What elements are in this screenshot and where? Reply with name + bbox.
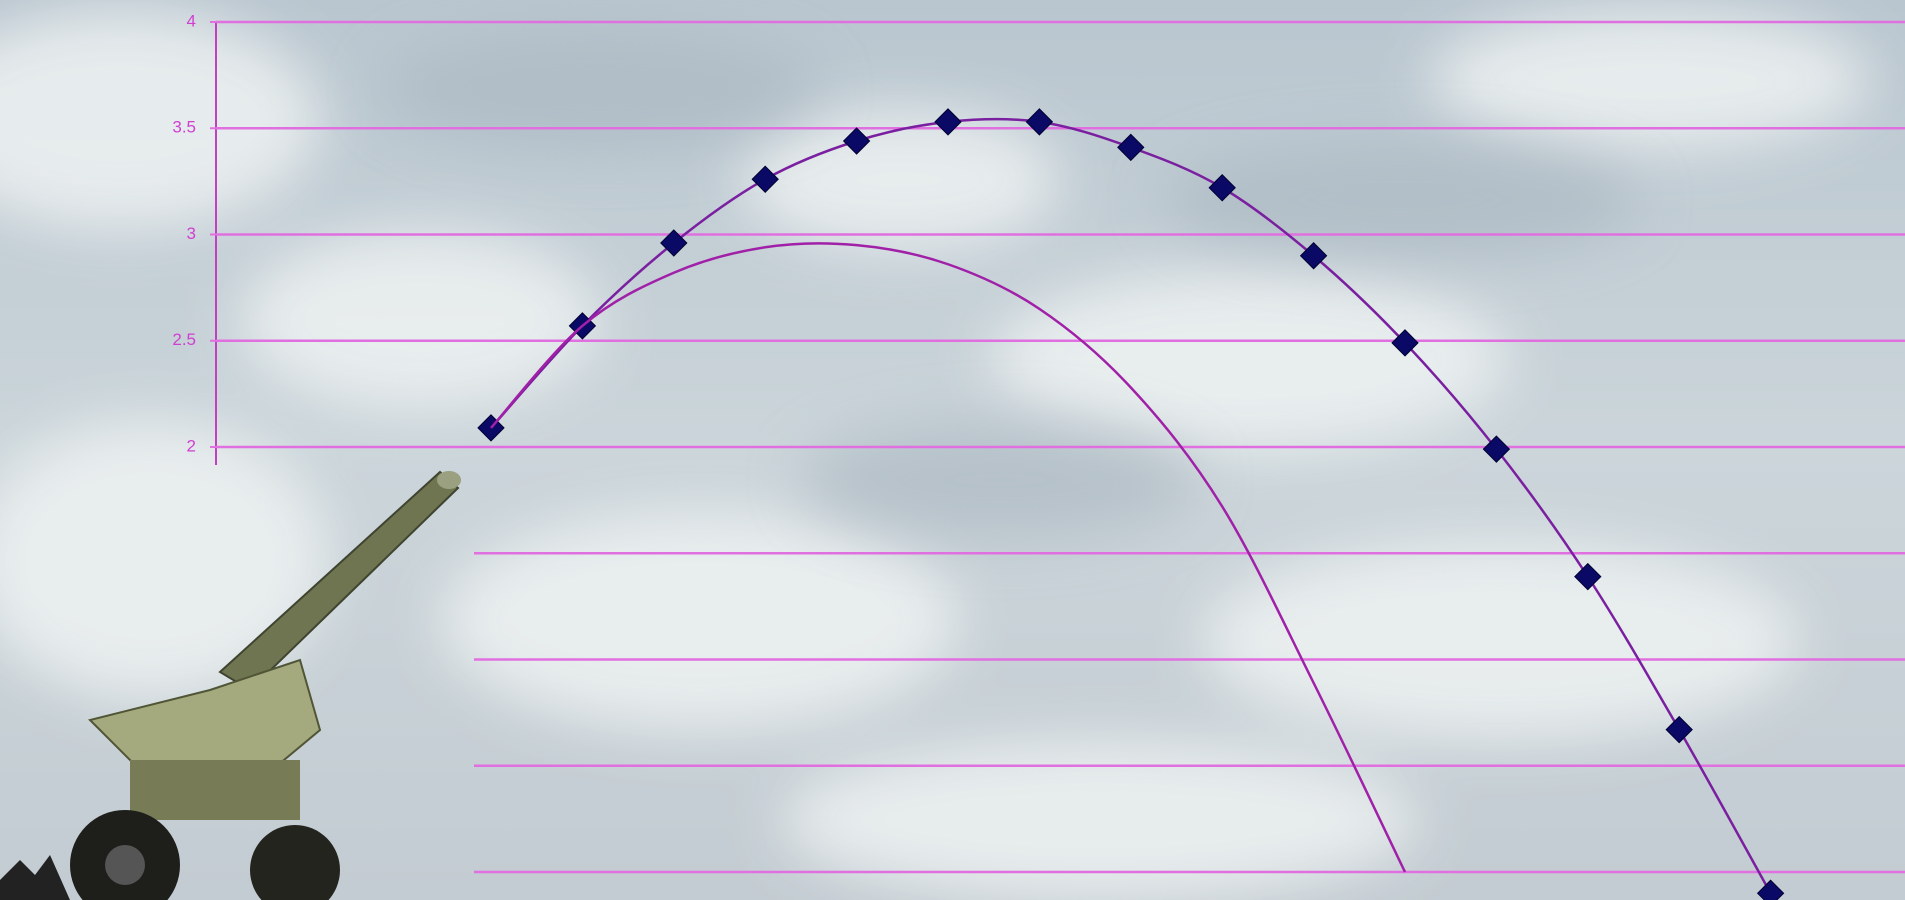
data-point bbox=[1025, 108, 1054, 136]
cannon-illustration bbox=[0, 470, 461, 900]
data-point bbox=[934, 108, 962, 136]
y-tick-label: 2 bbox=[187, 436, 196, 455]
y-tick-label: 4 bbox=[187, 11, 196, 30]
data-point bbox=[751, 165, 779, 193]
data-point bbox=[1208, 174, 1236, 202]
series-line bbox=[490, 242, 1407, 873]
data-point bbox=[660, 229, 688, 257]
y-tick-label: 2.5 bbox=[172, 330, 196, 349]
data-point bbox=[1299, 242, 1328, 270]
data-point bbox=[1574, 562, 1602, 591]
data-point bbox=[1482, 435, 1511, 463]
data-point bbox=[1665, 715, 1693, 744]
y-tick-label: 3.5 bbox=[172, 118, 196, 137]
data-point bbox=[1756, 879, 1785, 900]
data-point bbox=[842, 127, 871, 155]
data-point bbox=[1391, 329, 1419, 357]
y-tick-label: 3 bbox=[187, 224, 196, 243]
data-point bbox=[1117, 133, 1145, 162]
